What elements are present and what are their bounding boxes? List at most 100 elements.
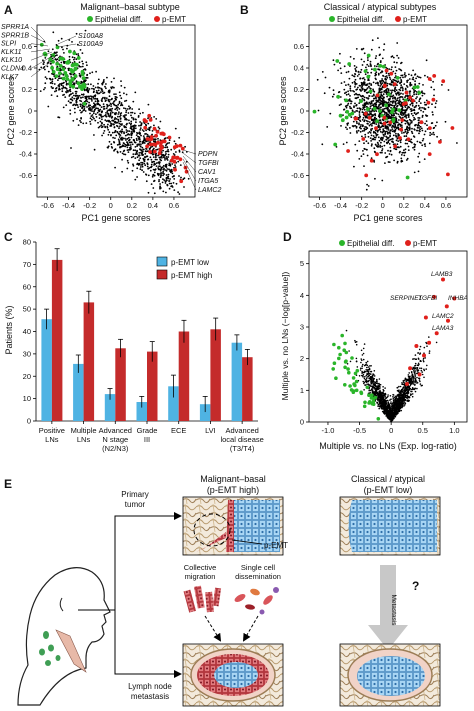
- data-point: [332, 89, 335, 92]
- data-point: [350, 116, 353, 118]
- pemt-point: [161, 132, 166, 137]
- data-point: [345, 126, 347, 129]
- data-point: [371, 138, 374, 141]
- pemt-point: [367, 115, 372, 120]
- bar: [242, 357, 253, 421]
- data-point: [102, 92, 104, 95]
- data-point: [348, 350, 350, 352]
- x-tick-label: -0.6: [41, 201, 54, 210]
- data-point: [131, 169, 134, 172]
- data-point: [392, 100, 394, 102]
- data-point: [402, 386, 405, 389]
- data-point: [109, 115, 111, 118]
- data-point: [115, 98, 117, 101]
- pemt-point: [423, 315, 428, 320]
- data-point: [404, 88, 407, 91]
- data-point: [183, 177, 186, 180]
- data-point: [127, 112, 130, 114]
- data-point: [347, 102, 350, 105]
- data-point: [374, 57, 377, 60]
- data-point: [408, 127, 411, 130]
- data-point: [356, 107, 359, 110]
- data-point: [392, 394, 395, 396]
- data-point: [93, 105, 95, 107]
- data-point: [139, 132, 141, 135]
- data-point: [104, 125, 106, 128]
- data-point: [375, 133, 377, 135]
- epithelial-point: [367, 401, 371, 405]
- data-point: [358, 84, 361, 87]
- data-point: [379, 99, 381, 101]
- data-point: [385, 130, 388, 133]
- data-point: [423, 368, 425, 371]
- data-point: [77, 106, 79, 109]
- data-point: [357, 86, 359, 89]
- data-point: [355, 66, 358, 69]
- data-point: [108, 131, 111, 134]
- data-point: [130, 125, 133, 128]
- data-point: [162, 174, 165, 177]
- data-point: [333, 63, 336, 66]
- data-point: [139, 166, 142, 168]
- data-point: [129, 123, 132, 126]
- data-point: [390, 398, 392, 401]
- data-point: [412, 377, 414, 380]
- data-point: [406, 142, 409, 145]
- data-point: [426, 128, 429, 130]
- epithelial-point: [343, 360, 348, 364]
- data-point: [373, 122, 376, 125]
- collective-migration-line1: Collective: [184, 563, 217, 572]
- data-point: [396, 54, 398, 57]
- data-point: [51, 48, 54, 51]
- data-point: [375, 82, 377, 85]
- data-point: [414, 374, 417, 376]
- data-point: [401, 403, 403, 406]
- data-point: [382, 405, 384, 408]
- data-point: [369, 60, 372, 63]
- data-point: [409, 394, 412, 397]
- data-point: [382, 392, 385, 395]
- label-leader: [30, 57, 57, 77]
- label-leader: [30, 43, 49, 47]
- data-point: [97, 78, 100, 81]
- data-point: [146, 135, 149, 138]
- data-point: [143, 137, 146, 139]
- y-tick-label: 10: [23, 394, 31, 403]
- data-point: [403, 73, 406, 76]
- data-point: [394, 413, 397, 416]
- data-point: [136, 176, 139, 178]
- data-point: [117, 138, 120, 141]
- data-point: [400, 92, 402, 95]
- data-point: [102, 96, 104, 99]
- data-point: [374, 77, 377, 80]
- data-point: [401, 396, 403, 399]
- data-point: [400, 124, 403, 127]
- data-point: [384, 127, 387, 129]
- data-point: [139, 121, 142, 123]
- data-point: [362, 376, 364, 378]
- data-point: [362, 373, 365, 376]
- data-point: [379, 144, 382, 147]
- bar: [41, 319, 52, 421]
- epithelial-point: [334, 376, 338, 381]
- data-point: [354, 83, 357, 86]
- data-point: [131, 143, 134, 146]
- data-point: [355, 360, 358, 363]
- data-point: [387, 98, 390, 101]
- data-point: [429, 131, 432, 134]
- data-point: [71, 56, 74, 59]
- data-point: [423, 346, 426, 349]
- data-point: [137, 115, 140, 117]
- data-point: [366, 154, 369, 157]
- gene-label: CAV1: [198, 169, 216, 176]
- pemt-point: [404, 90, 409, 95]
- data-point: [346, 128, 348, 131]
- data-point: [377, 129, 380, 132]
- data-point: [397, 393, 400, 396]
- data-point: [418, 141, 421, 144]
- scatter-points: [38, 29, 190, 195]
- data-point: [416, 140, 419, 143]
- data-point: [143, 162, 146, 165]
- data-point: [360, 48, 363, 50]
- epithelial-point: [359, 99, 363, 103]
